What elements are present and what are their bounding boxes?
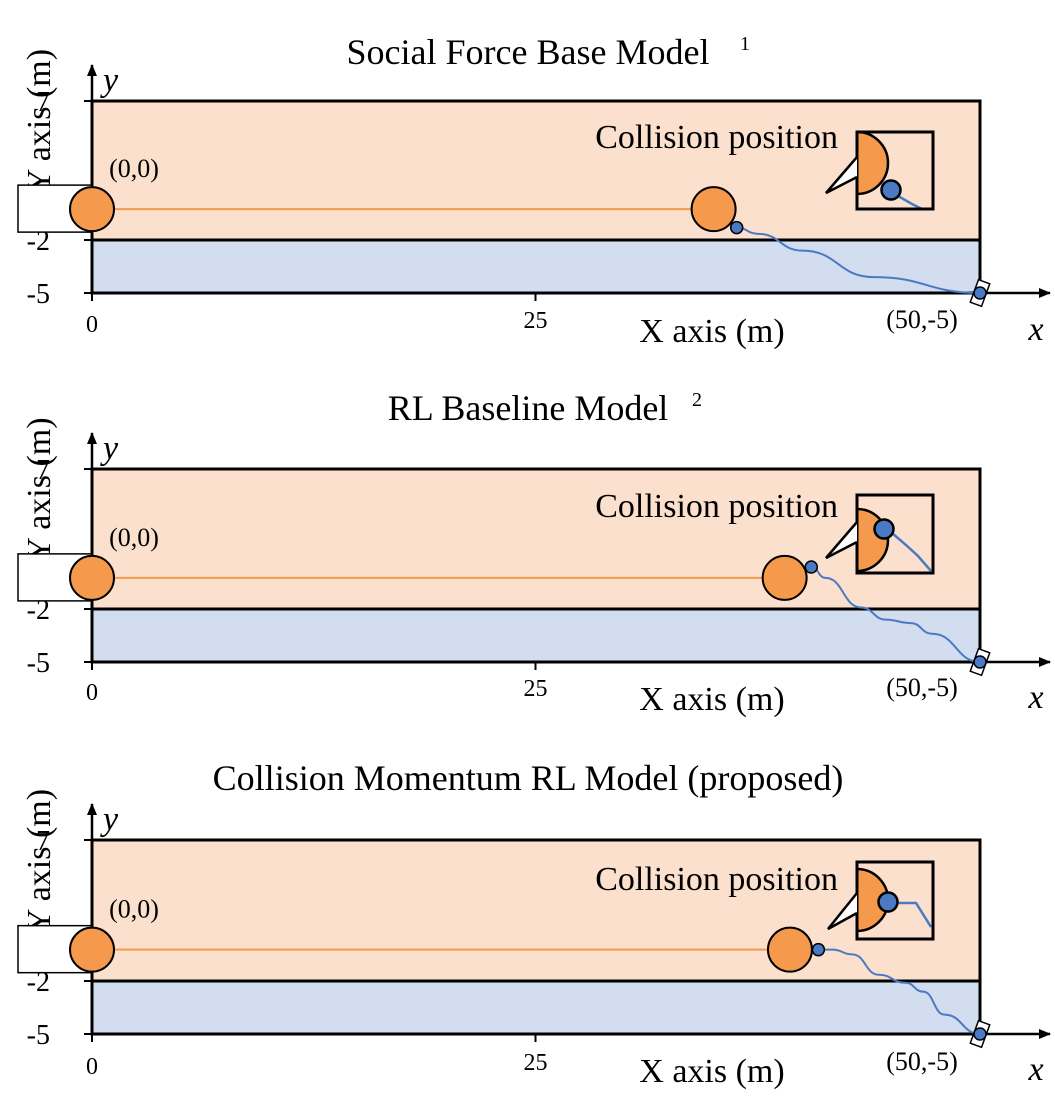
pedestrian-collision [761, 554, 808, 601]
x-variable: x [1027, 679, 1043, 716]
start-coordinate: (0,0) [109, 154, 159, 183]
x-tick-label: 25 [524, 676, 548, 702]
pedestrian-zone [90, 838, 982, 983]
zoom-vehicle-path [896, 901, 933, 928]
x-tick-label: 0 [86, 312, 98, 338]
pedestrian-collision [766, 926, 813, 973]
y-tick-label: -5 [27, 648, 50, 679]
vehicle-start [973, 286, 987, 300]
vehicle-start [973, 655, 987, 669]
zoom-vehicle [880, 179, 902, 201]
y-variable: y [100, 801, 119, 838]
collision-callout: Collision position [595, 488, 838, 525]
zoom-vehicle-path [897, 194, 923, 209]
y-axis-label: Y axis (m) [21, 49, 58, 193]
y-tick-label: -5 [27, 1020, 50, 1051]
panel-title: RL Baseline Model [388, 388, 669, 428]
collision-callout: Collision position [595, 861, 838, 898]
vehicle-collision [811, 942, 826, 957]
callout-pointer [827, 892, 858, 931]
vehicle-path [818, 948, 981, 1035]
callout-pointer [825, 521, 858, 560]
zoom-content [857, 132, 923, 209]
x-tick-label: 25 [524, 308, 548, 334]
end-coordinate: (50,-5) [886, 1047, 957, 1076]
panel-1: Social Force Base Model 1 y x 7 -2 -5 0 25 X axis… [17, 32, 1051, 350]
panel-title: Collision Momentum RL Model (proposed) [213, 758, 844, 798]
vehicle-lane [90, 979, 982, 1036]
y-tick-label: -5 [27, 279, 50, 310]
vehicle-collision [804, 560, 819, 574]
pedestrian-start [69, 186, 115, 233]
vehicle-path [811, 566, 981, 663]
y-variable: y [100, 430, 119, 467]
x-variable: x [1027, 311, 1043, 348]
panel-3: Collision Momentum RL Model (proposed) y x… [17, 758, 1051, 1090]
pedestrian-zone [90, 99, 982, 242]
end-coordinate: (50,-5) [886, 305, 957, 334]
x-tick-label: 0 [86, 1054, 98, 1080]
vehicle-start [973, 1027, 987, 1041]
y-axis-label: Y axis (m) [21, 417, 58, 561]
y-tick-label: 7 [36, 826, 50, 857]
y-tick-label: -2 [27, 226, 50, 257]
title-superscript: 2 [692, 389, 702, 411]
vehicle-collision [729, 220, 744, 235]
zoom-content [857, 507, 932, 573]
zoom-content [857, 867, 933, 933]
x-axis-label: X axis (m) [639, 1053, 784, 1090]
start-coordinate: (0,0) [109, 523, 159, 552]
y-axis-label: Y axis (m) [21, 789, 58, 933]
callout-pointer [825, 156, 858, 195]
x-tick-label: 0 [86, 680, 98, 706]
zoom-pedestrian [857, 132, 890, 196]
zoom-vehicle [873, 518, 895, 540]
y-tick-label: 7 [36, 87, 50, 118]
pedestrian-collision [690, 186, 737, 233]
panel-title: Social Force Base Model [347, 32, 710, 72]
pedestrian-start [69, 926, 115, 973]
x-variable: x [1027, 1051, 1043, 1088]
x-tick-label: 25 [524, 1050, 548, 1076]
x-axis-label: X axis (m) [639, 681, 784, 718]
vehicle-lane [90, 238, 982, 295]
y-tick-label: 7 [36, 455, 50, 486]
collision-callout: Collision position [595, 119, 838, 156]
zoom-vehicle-path [891, 532, 932, 572]
y-tick-label: -2 [27, 595, 50, 626]
y-variable: y [100, 62, 119, 99]
start-coordinate: (0,0) [109, 895, 159, 924]
panel-2: RL Baseline Model 2 y x 7 -2 -5 0 25 X axis (m) Y … [17, 388, 1051, 718]
x-axis-label: X axis (m) [639, 313, 784, 350]
pedestrian-start [69, 554, 115, 601]
title-superscript: 1 [740, 33, 750, 55]
vehicle-path [736, 226, 981, 294]
pedestrian-zone [90, 467, 982, 611]
y-tick-label: -2 [27, 967, 50, 998]
zoom-vehicle [877, 891, 899, 913]
vehicle-lane [90, 607, 982, 664]
end-coordinate: (50,-5) [886, 673, 957, 702]
